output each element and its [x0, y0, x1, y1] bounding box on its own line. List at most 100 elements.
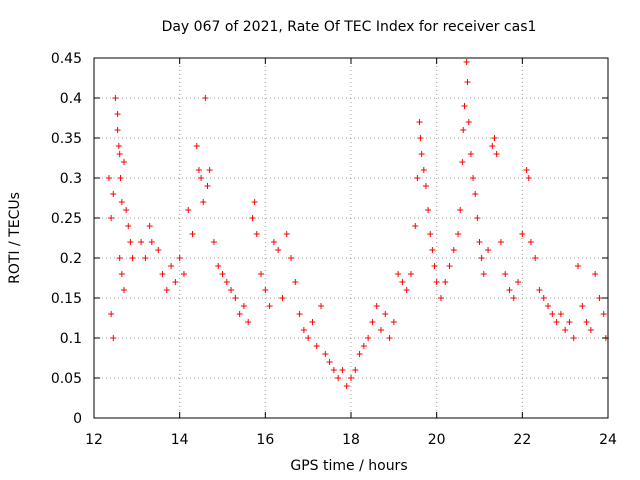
data-point [193, 143, 200, 149]
data-point [146, 223, 153, 229]
data-point [114, 111, 121, 117]
data-point [223, 279, 230, 285]
data-point [540, 295, 547, 301]
data-point [116, 255, 123, 261]
data-point [407, 271, 414, 277]
data-point [460, 127, 467, 133]
data-point [296, 311, 303, 317]
data-point [266, 303, 273, 309]
data-point [515, 279, 522, 285]
data-point [309, 319, 316, 325]
y-tick-label: 0.25 [51, 211, 82, 227]
data-point [418, 151, 425, 157]
data-point [115, 143, 122, 149]
data-point [110, 335, 117, 341]
data-point [129, 255, 136, 261]
data-point [470, 175, 477, 181]
x-tick-label: 22 [513, 432, 531, 448]
data-point [313, 343, 320, 349]
data-point [553, 319, 560, 325]
data-point [117, 175, 124, 181]
data-point [116, 151, 123, 157]
data-point [108, 215, 115, 221]
data-point [425, 207, 432, 213]
data-point [176, 255, 183, 261]
data-point [437, 295, 444, 301]
x-tick-label: 16 [256, 432, 274, 448]
data-point [251, 199, 258, 205]
data-point [343, 383, 350, 389]
data-point [172, 279, 179, 285]
data-point [270, 239, 277, 245]
data-point [352, 367, 359, 373]
data-point [253, 231, 260, 237]
data-point [330, 367, 337, 373]
data-point [365, 335, 372, 341]
x-tick-label: 20 [428, 432, 446, 448]
data-point [450, 247, 457, 253]
data-point [596, 295, 603, 301]
data-point [249, 215, 256, 221]
data-point [457, 207, 464, 213]
y-tick-label: 0.15 [51, 291, 82, 307]
data-point [600, 311, 607, 317]
data-point [459, 159, 466, 165]
y-tick-label: 0.4 [60, 91, 82, 107]
data-point [429, 247, 436, 253]
data-point [219, 271, 226, 277]
data-point [446, 263, 453, 269]
data-point [206, 167, 213, 173]
y-tick-label: 0.1 [60, 331, 82, 347]
data-point [464, 79, 471, 85]
data-point [549, 311, 556, 317]
data-point [527, 239, 534, 245]
data-point [472, 191, 479, 197]
data-point [414, 175, 421, 181]
data-point [557, 311, 564, 317]
data-point [519, 231, 526, 237]
data-point [123, 207, 130, 213]
data-point [118, 199, 125, 205]
data-point [305, 335, 312, 341]
data-point [427, 231, 434, 237]
data-point [185, 207, 192, 213]
data-point [228, 287, 235, 293]
y-tick-label: 0.2 [60, 251, 82, 267]
data-point [532, 255, 539, 261]
data-point [377, 327, 384, 333]
y-axis-ticks: 0 0.05 0.1 0.15 0.2 0.25 0.3 0.35 0.4 0.45 [51, 51, 608, 427]
data-point [592, 271, 599, 277]
data-point [292, 279, 299, 285]
data-point [360, 343, 367, 349]
data-point [390, 319, 397, 325]
y-axis-label: ROTI / TECUs [7, 192, 23, 284]
data-point [275, 247, 282, 253]
data-point [163, 287, 170, 293]
data-point [570, 335, 577, 341]
x-tick-label: 18 [342, 432, 360, 448]
x-axis-label: GPS time / hours [290, 458, 407, 474]
data-point [120, 159, 127, 165]
data-point [476, 239, 483, 245]
data-point [510, 295, 517, 301]
data-point [422, 183, 429, 189]
chart-title: Day 067 of 2021, Rate Of TEC Index for r… [162, 19, 537, 35]
data-point [138, 239, 145, 245]
data-points [105, 59, 609, 389]
data-point [262, 287, 269, 293]
data-point [489, 143, 496, 149]
data-point [105, 175, 112, 181]
data-point [416, 119, 423, 125]
data-point [348, 375, 354, 381]
data-point [110, 191, 117, 197]
y-tick-label: 0 [73, 411, 82, 427]
data-point [155, 247, 162, 253]
data-point [142, 255, 149, 261]
data-point [215, 263, 222, 269]
data-point [300, 327, 307, 333]
data-point [198, 175, 205, 181]
data-point [433, 279, 440, 285]
x-tick-label: 14 [171, 432, 189, 448]
data-point [463, 59, 470, 65]
